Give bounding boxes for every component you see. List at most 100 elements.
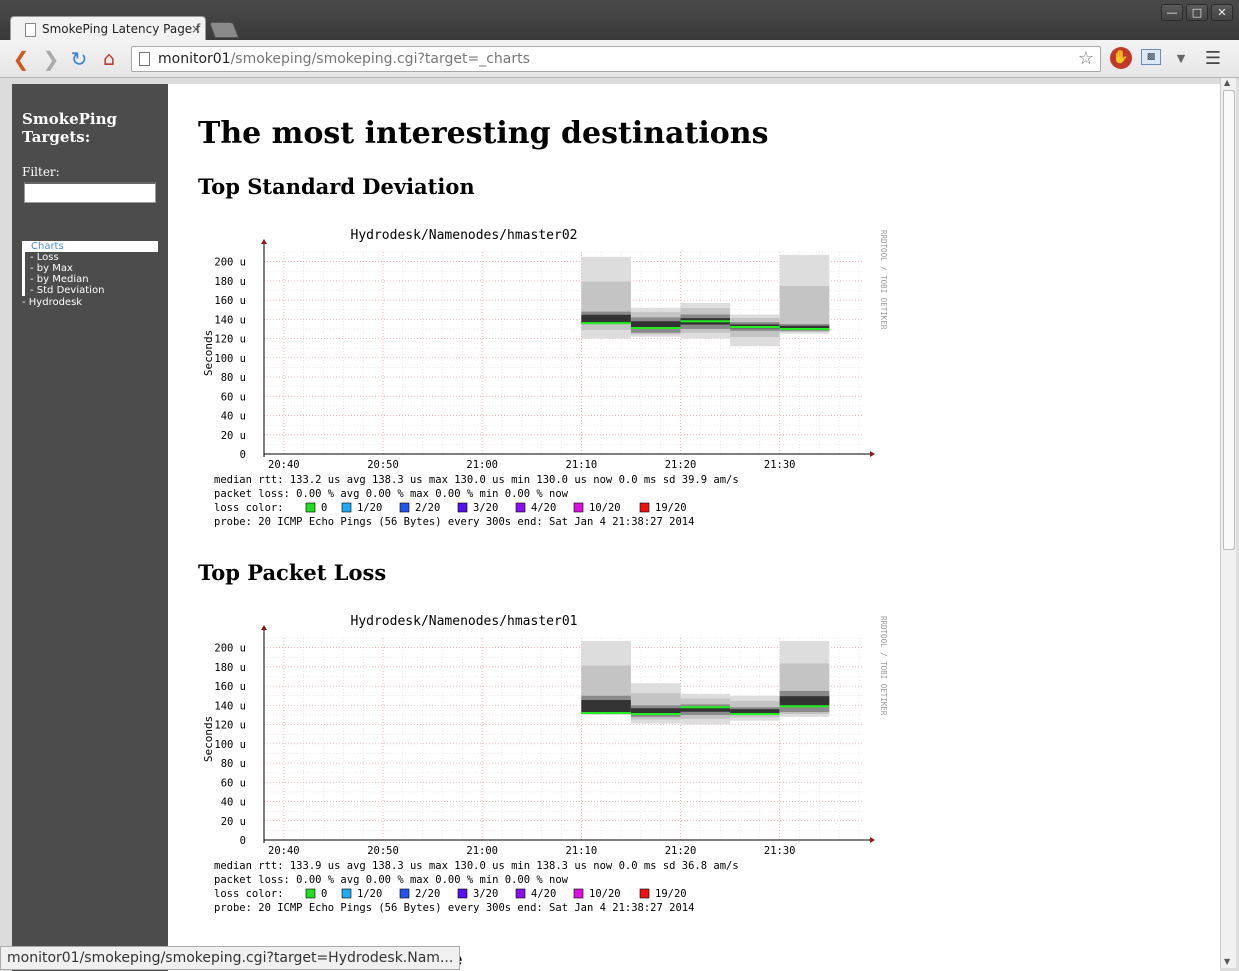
charts-submenu: - Loss - by Max - by Median - Std Deviat… <box>22 252 158 296</box>
loss-color-label: 10/20 <box>589 888 621 900</box>
address-bar[interactable]: monitor01/smokeping/smokeping.cgi?target… <box>131 46 1101 72</box>
vertical-scrollbar[interactable]: ▲ ▼ <box>1220 78 1236 968</box>
stop-extension-icon[interactable]: ✋ <box>1110 47 1132 69</box>
y-tick-label: 80 u <box>221 758 246 770</box>
menu-item-charts[interactable]: Charts <box>22 241 158 252</box>
sidebar-heading: SmokePing Targets: <box>22 110 118 146</box>
legend-packet-loss: packet loss: 0.00 % avg 0.00 % max 0.00 … <box>214 874 569 886</box>
filter-input[interactable] <box>24 182 156 203</box>
menu-item-by-median[interactable]: - by Median <box>30 274 89 285</box>
loss-color-swatch <box>457 502 468 513</box>
y-tick-label: 180 u <box>214 662 246 674</box>
back-arrow-icon[interactable]: ❮ <box>12 47 30 71</box>
rrdtool-credit: RRDTOOL / TOBI OETIKER <box>879 230 888 330</box>
smoke-band-core <box>581 700 631 714</box>
loss-color-label: 2/20 <box>415 888 440 900</box>
y-axis-arrow <box>261 239 267 244</box>
latency-graph-hmaster01[interactable]: Hydrodesk/Namenodes/hmaster01 0 20 u 40 u 60… <box>198 608 890 922</box>
maximize-button[interactable]: □ <box>1186 4 1208 21</box>
loss-color-swatch <box>399 502 410 513</box>
forward-arrow-icon[interactable]: ❯ <box>42 47 60 71</box>
y-tick-label: 200 u <box>214 643 246 655</box>
y-tick-label: 140 u <box>214 700 246 712</box>
smoke-band-core <box>630 708 681 714</box>
y-tick-label: 0 <box>240 449 246 461</box>
section-heading-packet-loss: Top Packet Loss <box>198 560 387 585</box>
loss-color-label: 4/20 <box>531 888 556 900</box>
latency-graph-hmaster02[interactable]: Hydrodesk/Namenodes/hmaster02 0 20 u 40 u 60… <box>198 222 890 536</box>
minimize-button[interactable]: — <box>1161 4 1183 21</box>
menu-item-by-max[interactable]: - by Max <box>30 263 73 274</box>
plot-area <box>264 638 864 840</box>
x-tick-label: 20:40 <box>268 459 300 471</box>
page-icon <box>25 23 36 37</box>
y-tick-label: 60 u <box>221 391 246 403</box>
y-tick-label: 160 u <box>214 681 246 693</box>
x-tick-label: 20:50 <box>367 459 399 471</box>
legend-loss-color-label: loss color: <box>214 502 284 514</box>
tab-close-icon[interactable]: × <box>191 22 202 36</box>
x-tick-label: 21:00 <box>466 459 498 471</box>
menu-item-loss[interactable]: - Loss <box>30 252 59 263</box>
new-tab-button[interactable] <box>209 22 239 38</box>
reload-icon[interactable]: ↻ <box>70 47 88 71</box>
loss-color-swatch <box>399 888 410 899</box>
tab-title: SmokePing Latency Page f <box>42 22 201 36</box>
title-bar: SmokePing Latency Page f × — □ ✕ <box>0 0 1239 42</box>
loss-color-label: 1/20 <box>357 888 382 900</box>
y-tick-label: 180 u <box>214 276 246 288</box>
menu-item-hydrodesk[interactable]: - Hydrodesk <box>22 297 83 308</box>
loss-color-swatch <box>515 888 526 899</box>
x-axis-arrow <box>870 837 875 843</box>
x-axis-arrow <box>870 451 875 457</box>
sidebar: SmokePing Targets: Filter: Charts - Loss… <box>12 84 168 971</box>
extension-icon[interactable]: ▩ <box>1141 49 1161 65</box>
menu-item-std-deviation[interactable]: - Std Deviation <box>30 285 105 296</box>
y-axis-arrow <box>261 625 267 630</box>
x-tick-label: 21:10 <box>566 845 598 857</box>
bookmark-star-icon[interactable]: ☆ <box>1077 48 1094 69</box>
loss-color-label: 3/20 <box>473 502 498 514</box>
smoke-band-core <box>581 314 631 324</box>
loss-color-swatch <box>305 502 316 513</box>
y-tick-label: 160 u <box>214 295 246 307</box>
legend-probe: probe: 20 ICMP Echo Pings (56 Bytes) eve… <box>214 516 694 528</box>
y-axis-label: Seconds <box>202 330 215 376</box>
scroll-down-icon[interactable]: ▼ <box>1224 957 1231 966</box>
scroll-up-icon[interactable]: ▲ <box>1224 78 1231 87</box>
smoke-band-core <box>730 709 780 714</box>
url-path: /smokeping/smokeping.cgi?target=_charts <box>230 51 530 67</box>
page-title: The most interesting destinations <box>198 116 769 151</box>
y-tick-label: 100 u <box>214 739 246 751</box>
rrdtool-credit: RRDTOOL / TOBI OETIKER <box>879 616 888 716</box>
menu-icon[interactable]: ☰ <box>1204 48 1222 69</box>
loss-color-label: 0 <box>321 502 327 514</box>
legend-loss-color-label: loss color: <box>214 888 284 900</box>
smoke-band-core <box>680 707 731 712</box>
loss-color-label: 4/20 <box>531 502 556 514</box>
menu-item-label: Charts <box>31 241 64 252</box>
graph-title: Hydrodesk/Namenodes/hmaster01 <box>351 614 578 629</box>
extension-dropdown-icon[interactable]: ▼ <box>1176 52 1186 65</box>
legend-median-rtt: median rtt: 133.9 us avg 138.3 us max 13… <box>214 860 739 872</box>
y-tick-label: 40 u <box>221 411 246 423</box>
filter-label: Filter: <box>22 165 60 179</box>
y-tick-label: 100 u <box>214 353 246 365</box>
loss-color-swatch <box>341 888 352 899</box>
scrollbar-thumb[interactable] <box>1223 90 1235 550</box>
plot-area <box>264 252 864 454</box>
home-icon[interactable]: ⌂ <box>102 48 116 70</box>
x-tick-label: 20:50 <box>367 845 399 857</box>
x-tick-label: 20:40 <box>268 845 300 857</box>
browser-toolbar: ❮ ❯ ↻ ⌂ monitor01/smokeping/smokeping.cg… <box>0 40 1239 78</box>
page-icon <box>139 52 150 66</box>
loss-color-swatch <box>639 502 650 513</box>
section-heading-std-deviation: Top Standard Deviation <box>198 174 475 199</box>
x-tick-label: 21:20 <box>665 845 697 857</box>
close-window-button[interactable]: ✕ <box>1211 4 1233 21</box>
smoke-band-core <box>779 325 830 329</box>
graph-title: Hydrodesk/Namenodes/hmaster02 <box>351 228 578 243</box>
x-tick-label: 21:00 <box>466 845 498 857</box>
tab-smokeping[interactable]: SmokePing Latency Page f × <box>10 16 206 42</box>
